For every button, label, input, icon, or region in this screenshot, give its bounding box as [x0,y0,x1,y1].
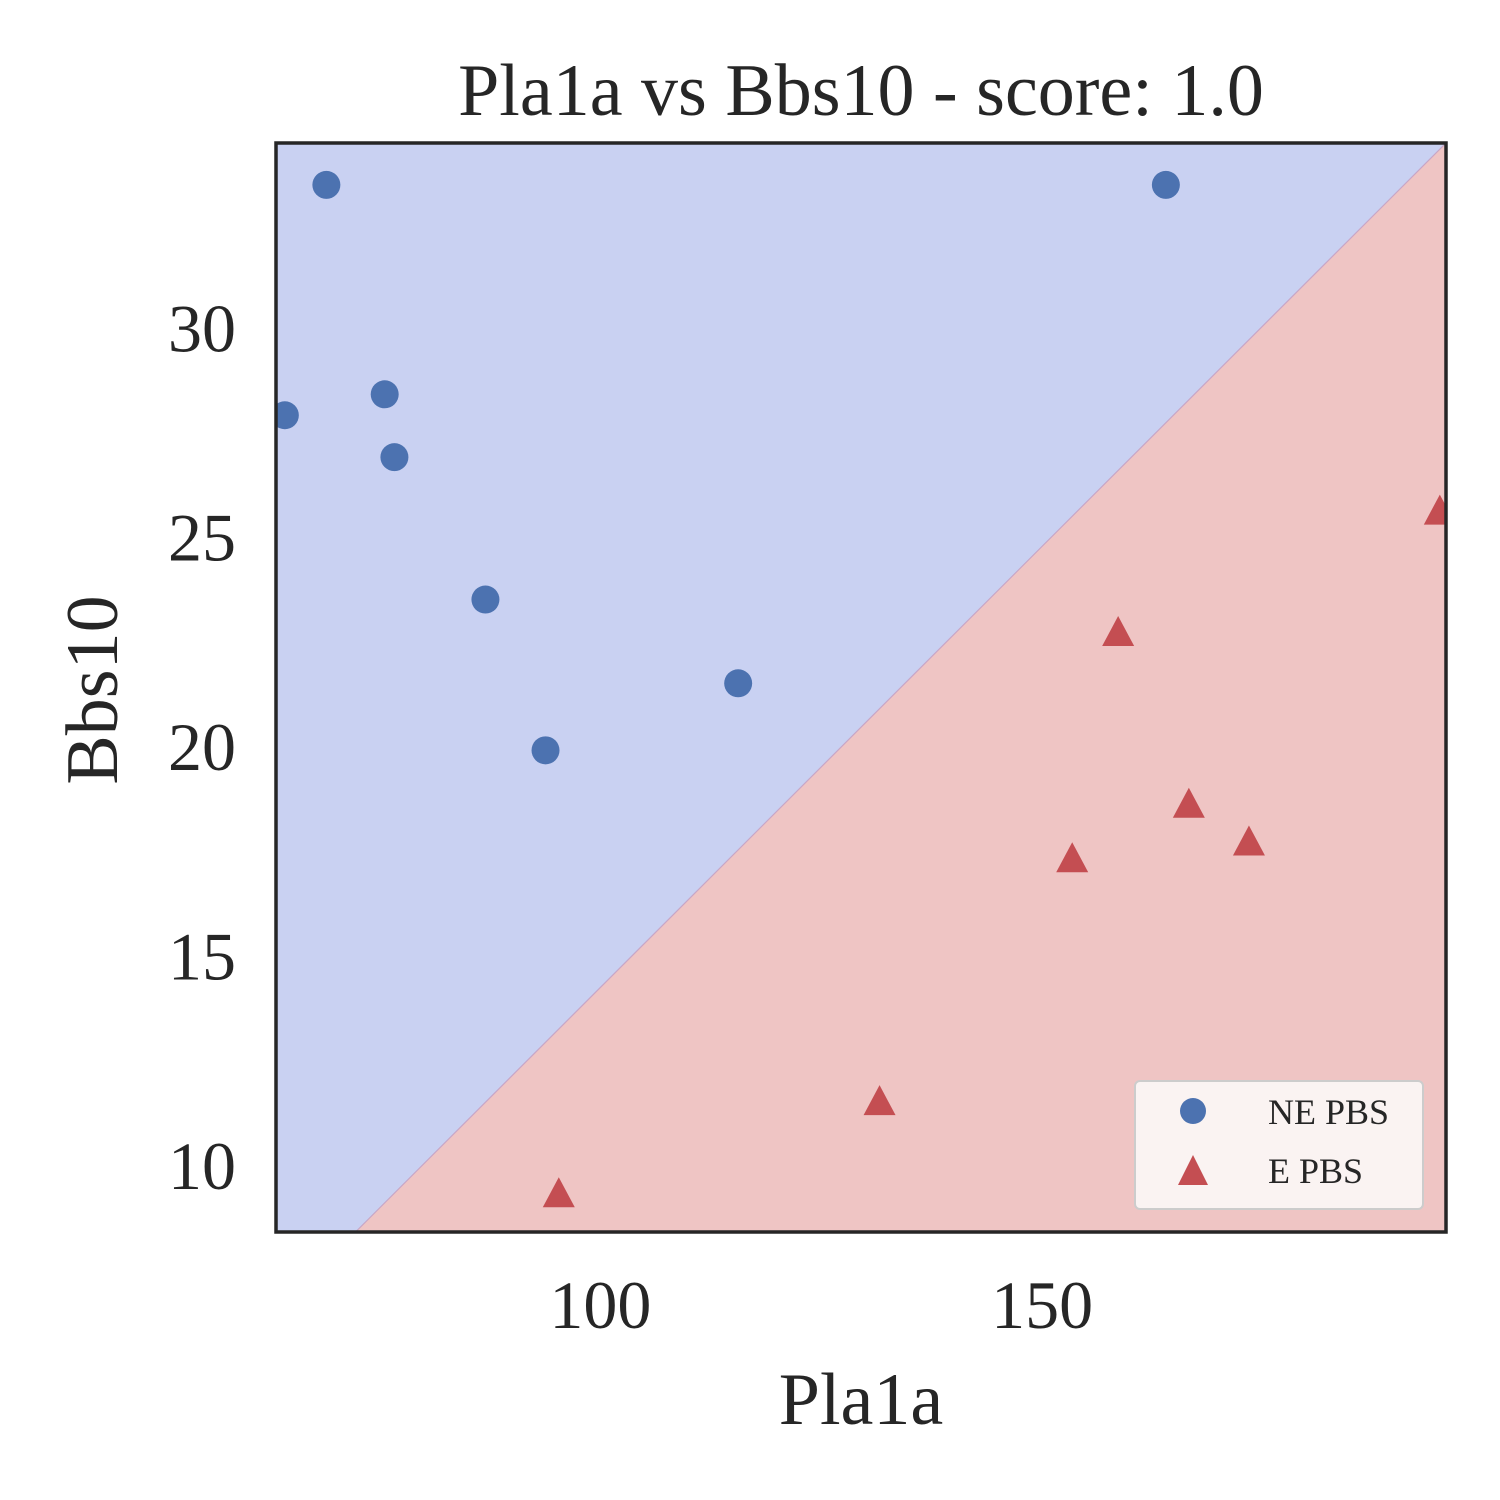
y-tick-label: 30 [168,290,236,366]
region-ne-pbs [276,143,1446,1232]
x-axis-ticks: 100 150 [549,1267,1093,1343]
y-tick-label: 10 [168,1128,236,1204]
legend-label-ne-pbs: NE PBS [1268,1092,1389,1132]
x-tick-label: 100 [549,1267,651,1343]
e-pbs-point-6 [1423,494,1446,525]
e-pbs-point-2 [1056,842,1089,873]
ne-pbs-point-2 [370,380,399,409]
e-pbs-point-0 [542,1177,575,1208]
chart-title: Pla1a vs Bbs10 - score: 1.0 [458,50,1264,132]
legend-box [1134,1080,1424,1210]
x-axis-label: Pla1a [779,1359,943,1441]
ne-pbs-point-7 [1151,170,1180,199]
ne-pbs-point-0 [312,170,341,199]
y-axis-ticks: 10 15 20 25 30 [168,290,236,1204]
y-tick-label: 15 [168,919,236,995]
y-axis-label: Bbs10 [52,595,134,784]
e-pbs-point-4 [1172,787,1205,818]
legend-marker-ne-pbs [1180,1098,1206,1124]
legend-label-e-pbs: E PBS [1268,1151,1363,1191]
plot-frame [274,141,1448,1234]
x-tick-label: 150 [991,1267,1093,1343]
ne-pbs-point-4 [471,585,500,614]
ne-pbs-point-3 [380,443,409,472]
decision-boundary-line [355,143,1446,1232]
data-points [276,170,1446,1208]
plot-area [276,143,1446,1232]
y-tick-label: 20 [168,709,236,785]
e-pbs-point-5 [1232,825,1265,856]
y-tick-label: 25 [168,500,236,576]
e-pbs-point-1 [863,1085,896,1116]
decision-regions [276,143,1446,1232]
ne-pbs-point-5 [531,736,560,765]
ne-pbs-point-6 [724,669,753,698]
legend-marker-e-pbs [1178,1155,1208,1185]
ne-pbs-point-1 [276,401,299,430]
e-pbs-point-3 [1102,616,1135,647]
legend: NE PBS E PBS [1134,1080,1424,1210]
